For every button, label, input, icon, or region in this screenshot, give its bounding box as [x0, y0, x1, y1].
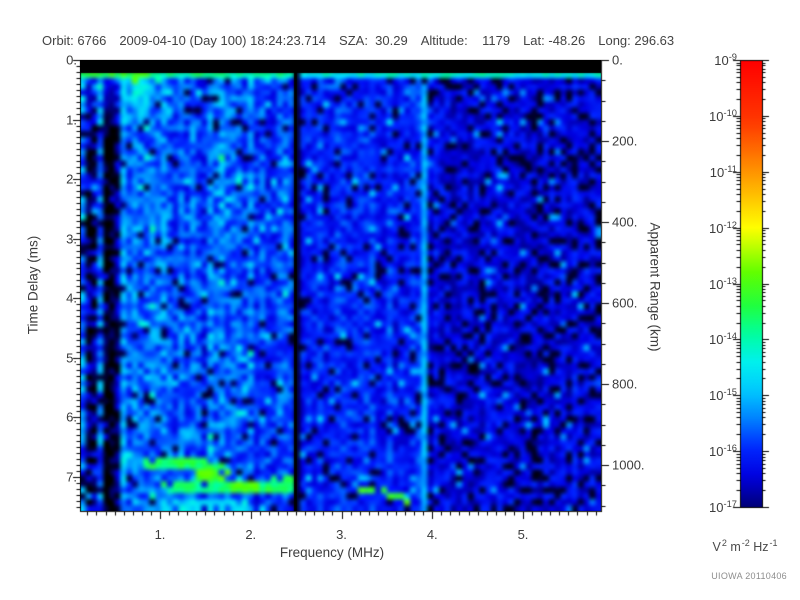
header-latitude: Lat: -48.26 — [523, 33, 586, 48]
range-axis-tick-label: 200. — [612, 133, 638, 149]
header-longitude: Long: 296.63 — [598, 33, 675, 48]
y-axis-tick-label: 6. — [66, 409, 77, 425]
y-axis-label-left: Time Delay (ms) — [25, 235, 41, 335]
header-info: Orbit: 6766 2009-04-10 (Day 100) 18:24:2… — [42, 33, 674, 48]
credit-text: UIOWA 20110406 — [711, 571, 787, 581]
colorbar-tick-label: 10-16 — [709, 442, 737, 460]
x-axis-label: Frequency (MHz) — [279, 545, 385, 560]
colorbar-tick-label: 10-11 — [709, 163, 737, 180]
range-axis-tick-label: 1000. — [612, 457, 645, 473]
x-axis-tick-label: 3. — [336, 527, 347, 542]
colorbar-tick-label: 10-13 — [709, 275, 737, 292]
colorbar-tick-label: 10-15 — [709, 387, 737, 404]
y-axis-tick-label: 3. — [66, 231, 77, 247]
x-axis-tick-label: 4. — [426, 527, 438, 542]
x-axis-tick-label: 1. — [154, 527, 166, 542]
spectrogram-canvas — [80, 60, 601, 511]
range-axis-tick-label: 800. — [612, 376, 638, 392]
colorbar-tick-label: 10-9 — [714, 51, 737, 69]
y-axis-tick-label: 0. — [66, 52, 77, 68]
y-axis-tick-label: 4. — [66, 290, 77, 306]
y-axis-tick-label: 5. — [66, 350, 77, 366]
range-axis-tick-label: 0. — [612, 52, 623, 68]
y-axis-tick-label: 7. — [66, 469, 77, 485]
colorbar-unit-label: V2 m-2 Hz-1 — [712, 538, 778, 555]
header-datetime: 2009-04-10 (Day 100) 18:24:23.714 — [119, 33, 327, 48]
colorbar-tick-label: 10-12 — [709, 219, 737, 236]
header-altitude: Altitude: 1179 — [420, 33, 511, 48]
colorbar-tick-label: 10-17 — [709, 498, 737, 516]
x-axis-tick-label: 2. — [245, 527, 257, 542]
y-axis-label-right: Apparent Range (km) — [647, 222, 663, 352]
x-axis-tick-label: 5. — [517, 527, 529, 542]
header-orbit: Orbit: 6766 — [42, 33, 107, 48]
y-axis-tick-label: 1. — [66, 112, 77, 128]
colorbar-tick-label: 10-10 — [709, 107, 737, 125]
range-axis-tick-label: 400. — [612, 214, 638, 230]
header-sza: SZA: 30.29 — [339, 33, 408, 48]
range-axis-tick-label: 600. — [612, 295, 638, 311]
colorbar-tick-label: 10-14 — [709, 331, 737, 348]
y-axis-tick-label: 2. — [66, 171, 77, 187]
